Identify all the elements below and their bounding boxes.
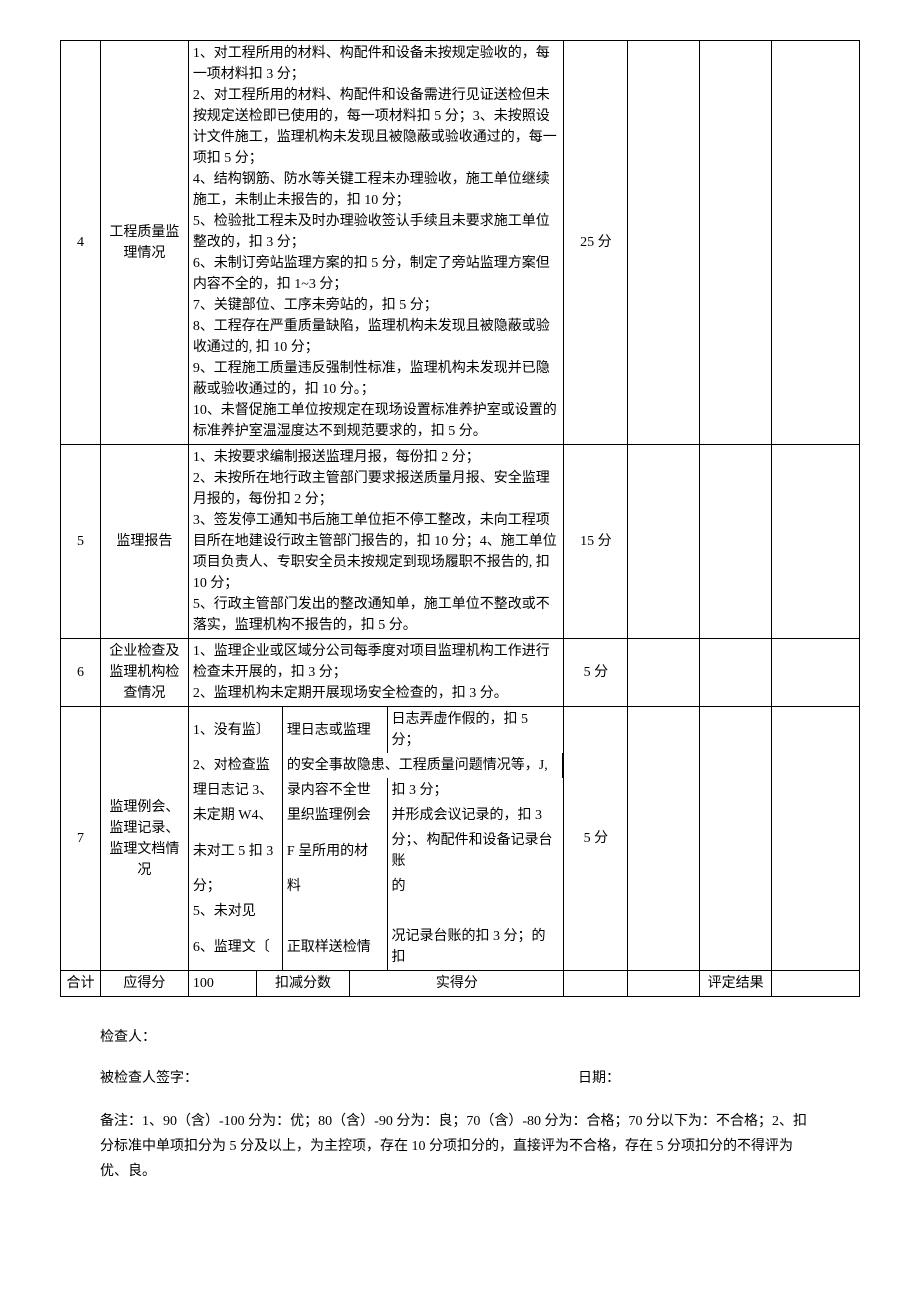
frag: 2、对检查监: [189, 753, 283, 778]
frag: 5、未对见: [189, 899, 283, 924]
frag: 况记录台账的扣 3 分；的扣: [387, 924, 563, 970]
row-blank: [772, 41, 860, 445]
row-item: 企业检查及监理机构检查情况: [100, 639, 188, 707]
row-score: 5 分: [564, 639, 628, 707]
footer: 检查人： 被检查人签字： 日期： 备注：1、90（含）-100 分为：优；80（…: [60, 1027, 860, 1185]
row-blank: [772, 639, 860, 707]
frag: 并形成会议记录的，扣 3: [387, 803, 563, 828]
row-score: 15 分: [564, 445, 628, 639]
frag: 正取样送检情: [282, 924, 387, 970]
row-blank: [700, 445, 772, 639]
row-criteria: 1、监理企业或区域分公司每季度对项目监理机构工作进行检查未开展的，扣 3 分；2…: [188, 639, 564, 707]
table-row-total: 合计 应得分 100 扣减分数 实得分 评定结果: [61, 971, 860, 997]
row-criteria: 1、对工程所用的材料、构配件和设备未按规定验收的，每一项材料扣 3 分；2、对工…: [188, 41, 564, 445]
row-blank: [628, 639, 700, 707]
row-index: 4: [61, 41, 101, 445]
frag: 理日志记 3、: [189, 778, 283, 803]
date-label: 日期：: [578, 1068, 620, 1089]
row-blank: [700, 707, 772, 971]
row-blank: [772, 445, 860, 639]
evaluation-table: 4工程质量监理情况1、对工程所用的材料、构配件和设备未按规定验收的，每一项材料扣…: [60, 40, 860, 997]
frag: 理日志或监理: [282, 707, 387, 753]
frag: 扣 3 分；: [387, 778, 563, 803]
row-score: 5 分: [564, 707, 628, 971]
frag: 分；: [189, 874, 283, 899]
frag: 1、没有监〕: [189, 707, 283, 753]
table-row: 7 监理例会、监理记录、监理文档情况 1、没有监〕 理日志或监理 日志弄虚作假的…: [61, 707, 860, 971]
total-label: 合计: [61, 971, 101, 997]
row-item: 监理报告: [100, 445, 188, 639]
total-mid: 100 扣减分数 实得分: [188, 971, 564, 997]
frag: [387, 899, 563, 924]
row-item: 监理例会、监理记录、监理文档情况: [100, 707, 188, 971]
total-blank: [564, 971, 628, 997]
frag: 未定期 W4、: [189, 803, 283, 828]
frag: 里织监理例会: [282, 803, 387, 828]
frag: 分；、构配件和设备记录台账: [387, 828, 563, 874]
frag: 未对工 5 扣 3: [189, 828, 283, 874]
table-row: 4工程质量监理情况1、对工程所用的材料、构配件和设备未按规定验收的，每一项材料扣…: [61, 41, 860, 445]
frag: 日志弄虚作假的，扣 5 分；: [387, 707, 563, 753]
row-blank: [628, 707, 700, 971]
row-blank: [700, 41, 772, 445]
frag: 的安全事故隐患、工程质量问题情况等，J,: [282, 753, 563, 778]
total-扣减: 扣减分数: [256, 971, 350, 996]
total-实得: 实得分: [350, 971, 564, 996]
row-criteria-broken: 1、没有监〕 理日志或监理 日志弄虚作假的，扣 5 分； 2、对检查监 的安全事…: [188, 707, 564, 971]
inspected-sign-label: 被检查人签字：: [100, 1068, 198, 1089]
table-row: 5监理报告1、未按要求编制报送监理月报，每份扣 2 分；2、未按所在地行政主管部…: [61, 445, 860, 639]
frag: 录内容不全世: [282, 778, 387, 803]
row-item: 工程质量监理情况: [100, 41, 188, 445]
total-blank: [772, 971, 860, 997]
row-index: 7: [61, 707, 101, 971]
row-criteria: 1、未按要求编制报送监理月报，每份扣 2 分；2、未按所在地行政主管部门要求报送…: [188, 445, 564, 639]
total-100: 100: [189, 971, 256, 996]
row-index: 5: [61, 445, 101, 639]
frag: 料: [282, 874, 387, 899]
frag: 6、监理文〔: [189, 924, 283, 970]
footer-note: 备注：1、90（含）-100 分为：优；80（含）-90 分为：良；70（含）-…: [100, 1109, 820, 1185]
total-评定结果: 评定结果: [700, 971, 772, 997]
total-应得分: 应得分: [100, 971, 188, 997]
row-score: 25 分: [564, 41, 628, 445]
table-row: 6企业检查及监理机构检查情况1、监理企业或区域分公司每季度对项目监理机构工作进行…: [61, 639, 860, 707]
row-blank: [772, 707, 860, 971]
total-blank: [628, 971, 700, 997]
frag: 的: [387, 874, 563, 899]
row-blank: [628, 41, 700, 445]
inspector-label: 检查人：: [100, 1027, 820, 1048]
row-blank: [700, 639, 772, 707]
row-index: 6: [61, 639, 101, 707]
row-blank: [628, 445, 700, 639]
frag: F 呈所用的材: [282, 828, 387, 874]
frag: [282, 899, 387, 924]
